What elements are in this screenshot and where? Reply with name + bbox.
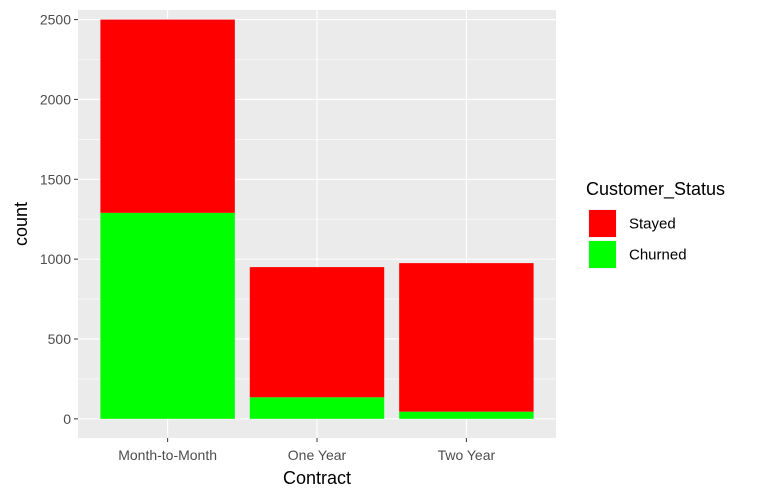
x-tick-label: Month-to-Month [118, 447, 217, 463]
bar-stayed [399, 263, 534, 412]
x-axis-ticks: Month-to-Month One Year Two Year [118, 438, 496, 463]
y-tick-label: 1000 [40, 251, 71, 267]
x-axis-title: Contract [283, 468, 351, 488]
legend: Stayed Churned [588, 209, 687, 269]
legend-label: Churned [629, 247, 687, 264]
y-tick-label: 500 [48, 331, 72, 347]
legend-title: Customer_Status [586, 179, 725, 200]
y-tick-label: 2500 [40, 12, 71, 28]
legend-key [589, 210, 616, 237]
y-tick-label: 1500 [40, 171, 71, 187]
y-tick-label: 2000 [40, 91, 71, 107]
bar-churned [399, 411, 534, 419]
x-tick-label: Two Year [438, 447, 496, 463]
y-tick-label: 0 [63, 411, 71, 427]
bar-churned [100, 212, 235, 419]
y-axis-ticks: 0 500 1000 1500 2000 2500 [40, 12, 78, 427]
y-axis-title: count [11, 202, 31, 246]
legend-key [589, 241, 616, 268]
bar-stayed [100, 19, 235, 213]
bars [100, 19, 534, 419]
legend-label: Stayed [629, 216, 676, 233]
bar-churned [249, 397, 385, 419]
bar-stayed [249, 267, 385, 398]
x-tick-label: One Year [288, 447, 347, 463]
